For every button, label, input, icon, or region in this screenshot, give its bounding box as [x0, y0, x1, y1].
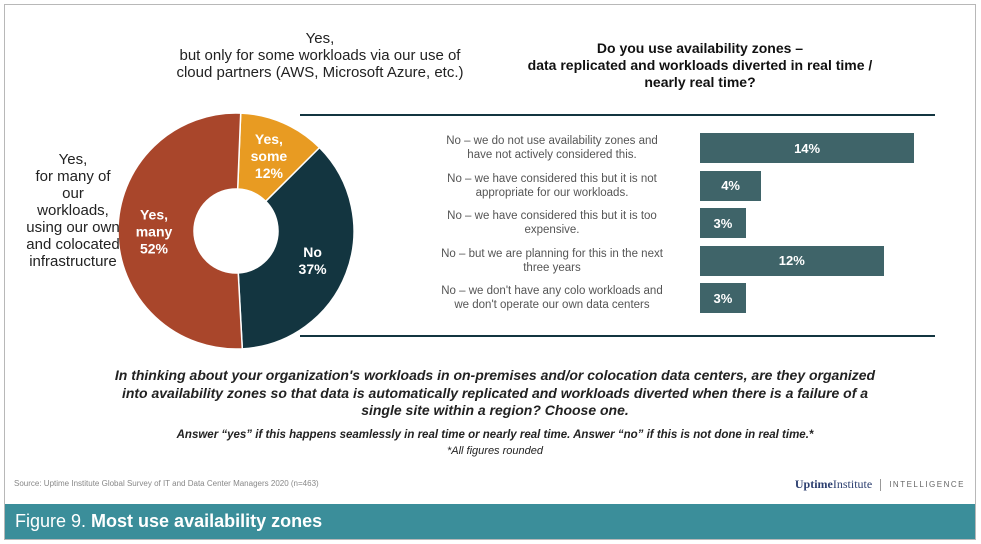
bar-category-label: No – we have considered this but it is t…: [415, 209, 689, 237]
callout-line: cloud partners (AWS, Microsoft Azure, et…: [176, 64, 464, 81]
bar-value-label: 3%: [713, 215, 733, 231]
bar-value-label: 4%: [721, 178, 740, 193]
donut-slice-label: No: [303, 244, 322, 260]
category-line: have not actively considered this.: [467, 149, 637, 161]
bar-chart-title: Do you use availability zones – data rep…: [470, 40, 930, 91]
bar-1: 4%: [700, 170, 762, 201]
question-line: into availability zones so that data is …: [121, 384, 869, 401]
category-line: appropriate for our workloads.: [475, 186, 629, 199]
callout-line: infrastructure: [29, 253, 117, 270]
category-line: No – we have considered this but it is t…: [447, 210, 657, 222]
brand-part-intelligence: INTELLIGENCE: [889, 480, 965, 489]
question-line: In thinking about your organization's wo…: [114, 367, 876, 383]
bar-value-label: 3%: [713, 290, 733, 306]
figure-number: Figure 9.: [15, 511, 87, 531]
survey-question: In thinking about your organization's wo…: [60, 367, 930, 420]
callout-line: Yes,: [58, 151, 88, 168]
donut-slice-label: many: [136, 224, 173, 240]
category-line: No – but we are planning for this in the…: [441, 247, 663, 260]
bar-0: 14%: [700, 133, 915, 163]
rounding-note: *All figures rounded: [446, 445, 543, 457]
figure-frame: [4, 4, 976, 540]
category-line: we don't operate our own data centers: [454, 299, 650, 311]
callout-line: Yes,: [305, 30, 335, 47]
figure-title: Most use availability zones: [91, 511, 323, 531]
category-line: No – we don't have any colo workloads an…: [441, 285, 663, 297]
donut-slice-1: [237, 146, 355, 350]
bar-category-label: No – we don't have any colo workloads an…: [415, 284, 689, 312]
bar-category-label: No – but we are planning for this in the…: [415, 247, 689, 275]
category-line: three years: [523, 261, 581, 274]
bar-category-label: No – we have considered this but it is n…: [415, 172, 689, 200]
title-line: data replicated and workloads diverted i…: [527, 57, 873, 73]
brand-part-uptime: Uptime: [794, 477, 833, 491]
category-line: No – we do not use availability zones an…: [446, 135, 658, 147]
callout-line: but only for some workloads via our use …: [179, 47, 461, 64]
bar-value-label: 12%: [778, 253, 805, 268]
bar-value-label: 14%: [794, 140, 821, 156]
category-line: expensive.: [524, 224, 580, 236]
callout-yes-many: Yes, for many of our workloads, using ou…: [14, 151, 132, 270]
category-line: No – we have considered this but it is n…: [447, 172, 657, 185]
title-line: Do you use availability zones –: [596, 40, 804, 56]
donut-slice-label: 52%: [140, 241, 169, 257]
donut-slice-label: Yes,: [255, 131, 283, 147]
source-note: Source: Uptime Institute Global Survey o…: [14, 479, 319, 488]
callout-line: and colocated: [26, 236, 120, 253]
donut-slice-label: Yes,: [140, 207, 168, 223]
donut-slice-2: [117, 112, 244, 350]
callout-line: using our own: [26, 219, 120, 236]
donut-slice-label: 12%: [255, 165, 284, 181]
donut-slice-label: 37%: [299, 261, 328, 277]
brand-logo: Uptime Institute INTELLIGENCE: [795, 477, 965, 492]
question-line: single site within a region? Choose one.: [361, 402, 629, 418]
donut-slice-label: some: [251, 148, 288, 164]
bar-4: 3%: [700, 283, 746, 313]
callout-yes-some: Yes, but only for some workloads via our…: [100, 30, 540, 81]
callout-line: workloads,: [37, 202, 109, 219]
bar-category-label: No – we do not use availability zones an…: [415, 134, 689, 162]
title-line: nearly real time?: [644, 74, 756, 90]
callout-line: for many of: [35, 168, 111, 185]
figure-caption-bar: Figure 9. Most use availability zones: [5, 504, 975, 539]
answer-note: Answer “yes” if this happens seamlessly …: [176, 429, 814, 441]
brand-divider: [880, 478, 882, 491]
bar-3: 12%: [700, 245, 884, 276]
callout-line: our: [62, 185, 84, 202]
bar-2: 3%: [700, 208, 746, 238]
brand-part-institute: Institute: [832, 477, 873, 491]
